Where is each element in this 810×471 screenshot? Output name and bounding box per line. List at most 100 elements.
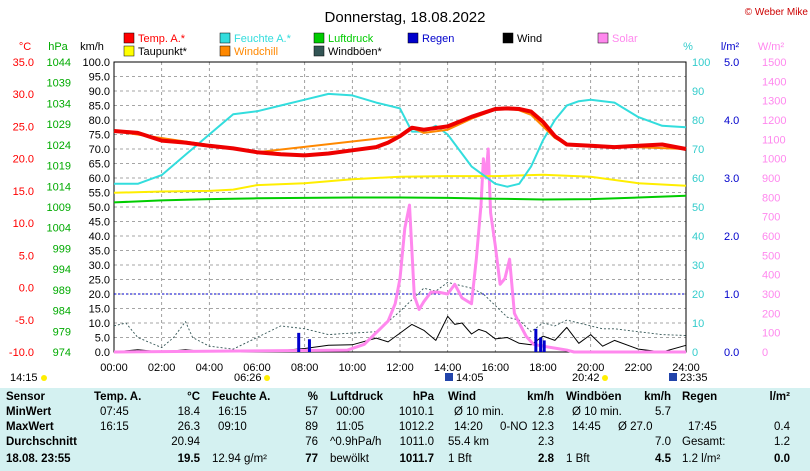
tick-label-rain: 0.0 [724, 347, 739, 359]
tick-label-wind: 100.0 [82, 57, 110, 69]
series-line-solar [113, 147, 686, 354]
table-unit-gust: km/h [644, 391, 671, 403]
tick-label-solar: 400 [762, 270, 780, 282]
legend-label: Wind [517, 33, 542, 45]
weather-chart: Donnerstag, 18.08.2022 © Weber Mike Temp… [8, 7, 809, 384]
copyright-text: © Weber Mike [745, 7, 809, 18]
tick-label-temp: 20.0 [13, 154, 34, 166]
table-header-gust: Windböen [566, 391, 622, 403]
legend-swatch [313, 32, 325, 44]
tick-label-wind: 85.0 [89, 101, 110, 113]
tick-label-humidity: 70 [692, 144, 704, 156]
tick-label-pressure: 1034 [47, 98, 71, 110]
tick-label-wind: 30.0 [89, 260, 110, 272]
tick-label-rain: 1.0 [724, 289, 739, 301]
table-value-wind: 2.8 [538, 406, 554, 418]
tick-label-temp: 35.0 [13, 57, 34, 69]
legend-label: Regen [422, 33, 454, 45]
table-value-hum: 76 [305, 436, 318, 448]
tick-label-wind: 90.0 [89, 86, 110, 98]
tick-label-wind: 20.0 [89, 289, 110, 301]
tick-label-wind: 55.0 [89, 188, 110, 200]
table-time-press: ^0.9hPa/h [330, 436, 382, 448]
table-time-gust: 14:45 [572, 421, 601, 433]
sunset-time: 20:42 [572, 372, 600, 384]
table-value-temp: 18.4 [177, 406, 200, 418]
rain-bar [542, 340, 546, 352]
tick-label-wind: 65.0 [89, 159, 110, 171]
tick-label-rain: 5.0 [724, 57, 739, 69]
table-unit-rain: l/m² [769, 391, 790, 403]
tick-label-humidity: 10 [692, 318, 704, 330]
tick-label-pressure: 1014 [47, 181, 71, 193]
axis-unit-rain: l/m² [721, 41, 740, 53]
legend-swatch [123, 32, 135, 44]
table-value-press: 1012.2 [398, 421, 434, 433]
tick-label-wind: 10.0 [89, 318, 110, 330]
table-value-wind: 2.8 [538, 453, 554, 465]
table-time-press: bewölkt [330, 453, 369, 465]
table-value-press: 1011.0 [399, 436, 434, 448]
table-time-rain: Gesamt: [682, 436, 726, 448]
tick-label-pressure: 1004 [47, 223, 71, 235]
tick-label-solar: 1500 [762, 57, 786, 69]
tick-labels: 35.0 30.0 25.0 20.0 15.0 10.0 5.0 0.0 -5.0 -10.0 1… [9, 57, 787, 374]
tick-label-humidity: 60 [692, 173, 704, 185]
table-time-gust: Ø 10 min. [572, 406, 622, 418]
table-value-gust: 7.0 [655, 436, 671, 448]
tick-label-wind: 75.0 [89, 130, 110, 142]
sun-icon [602, 375, 608, 381]
tick-label-solar: 1100 [762, 134, 786, 146]
legend-swatch [123, 45, 135, 57]
table-unit-hum: % [307, 391, 318, 403]
legend-label: Solar [612, 33, 638, 45]
series-line-taupunkt [113, 173, 687, 194]
table-value-wind: 12.3 [531, 421, 554, 433]
tick-label-solar: 600 [762, 231, 780, 243]
legend-swatch [407, 32, 419, 44]
legend-swatch [219, 32, 231, 44]
axis-unit-temp: °C [19, 41, 31, 53]
legend-label: Taupunkt* [138, 46, 188, 58]
tick-label-temp: -5.0 [15, 315, 34, 327]
table-time-press: 11:05 [336, 421, 364, 433]
legend-swatch [502, 32, 514, 44]
x-tick-label: 24:00 [672, 362, 700, 374]
sun-marks: 14:15 06:26 14:05 20:42 23:35 [10, 372, 708, 384]
legend-swatch [597, 32, 609, 44]
rain-bar [307, 339, 311, 352]
plot-area [113, 92, 687, 354]
tick-label-pressure: 1009 [47, 202, 71, 214]
tick-label-wind: 5.0 [95, 333, 110, 345]
tick-label-rain: 4.0 [724, 115, 739, 127]
statistics-table [0, 388, 810, 471]
axis-unit-pressure: hPa [48, 41, 68, 53]
table-value-hum: 57 [305, 406, 318, 418]
table-time-gust: 1 Bft [566, 453, 590, 465]
table-time-press: 00:00 [336, 406, 365, 418]
tick-label-pressure: 1039 [47, 78, 71, 90]
tick-label-wind: 80.0 [89, 115, 110, 127]
tick-label-solar: 700 [762, 212, 780, 224]
table-header-sensor: Sensor [6, 391, 45, 403]
tick-label-pressure: 974 [53, 347, 71, 359]
table-unit-wind: km/h [527, 391, 554, 403]
table-time-rain: 1.2 l/m² [682, 453, 721, 465]
table-value-temp: 19.5 [177, 453, 200, 465]
legend-label: Windchill [234, 46, 278, 58]
x-tick-label: 00:00 [100, 362, 128, 374]
tick-label-humidity: 80 [692, 115, 704, 127]
tick-label-pressure: 1029 [47, 119, 71, 131]
legend-label: Feuchte A.* [234, 33, 292, 45]
x-tick-label: 20:00 [577, 362, 605, 374]
table-time-temp: 16:15 [100, 421, 129, 433]
table-value-hum: 89 [305, 421, 318, 433]
tick-label-rain: 3.0 [724, 173, 739, 185]
tick-label-temp: 30.0 [13, 89, 34, 101]
table-row-label: MaxWert [6, 421, 54, 433]
tick-label-pressure: 989 [53, 285, 71, 297]
tick-label-wind: 70.0 [89, 144, 110, 156]
tick-label-pressure: 1044 [47, 57, 71, 69]
series-line-windben [113, 281, 687, 350]
table-value-press: 1011.7 [399, 453, 434, 465]
